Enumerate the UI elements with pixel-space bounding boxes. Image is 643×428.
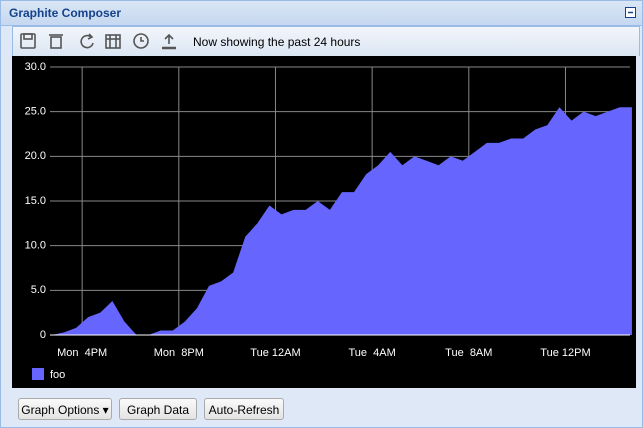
- x-tick-label: Tue 4AM: [349, 347, 396, 359]
- y-tick-label: 20.0: [25, 150, 46, 162]
- y-tick-label: 25.0: [25, 106, 46, 118]
- upload-icon[interactable]: [162, 33, 176, 50]
- y-tick-label: 5.0: [31, 284, 46, 296]
- toolbar: Now showing the past 24 hours: [12, 26, 640, 56]
- legend-swatch: [32, 368, 44, 380]
- x-tick-label: Tue 12AM: [250, 347, 300, 359]
- x-tick-label: Tue 12PM: [540, 347, 590, 359]
- y-tick-label: 30.0: [25, 61, 46, 73]
- save-icon[interactable]: [20, 33, 36, 49]
- y-tick-label: 10.0: [25, 240, 46, 252]
- chart: 0 5.0 10.0 15.0 20.0 25.0 30.0 Mon 4PM Mon 8PM Tu…: [12, 56, 636, 388]
- collapse-button[interactable]: [625, 7, 636, 18]
- status-text: Now showing the past 24 hours: [193, 35, 361, 49]
- legend-label: foo: [50, 369, 65, 381]
- y-tick-label: 0: [40, 329, 46, 341]
- window-title: Graphite Composer: [9, 6, 122, 20]
- y-tick-label: 15.0: [25, 195, 46, 207]
- refresh-icon[interactable]: [80, 33, 94, 49]
- delete-icon[interactable]: [49, 34, 63, 49]
- x-tick-label: Mon 4PM: [57, 347, 107, 359]
- toolbar-icons: [20, 33, 176, 50]
- graph-options-button[interactable]: Graph Options ▾: [18, 398, 112, 420]
- clock-icon[interactable]: [133, 33, 149, 49]
- auto-refresh-button[interactable]: Auto-Refresh: [204, 398, 284, 420]
- button-label: Graph Options: [21, 403, 100, 417]
- x-tick-label: Tue 8AM: [445, 347, 492, 359]
- calendar-icon[interactable]: [105, 34, 121, 49]
- graph-data-button[interactable]: Graph Data: [119, 398, 197, 420]
- x-tick-label: Mon 8PM: [154, 347, 204, 359]
- window-header: Graphite Composer: [1, 1, 642, 26]
- area: [51, 107, 632, 335]
